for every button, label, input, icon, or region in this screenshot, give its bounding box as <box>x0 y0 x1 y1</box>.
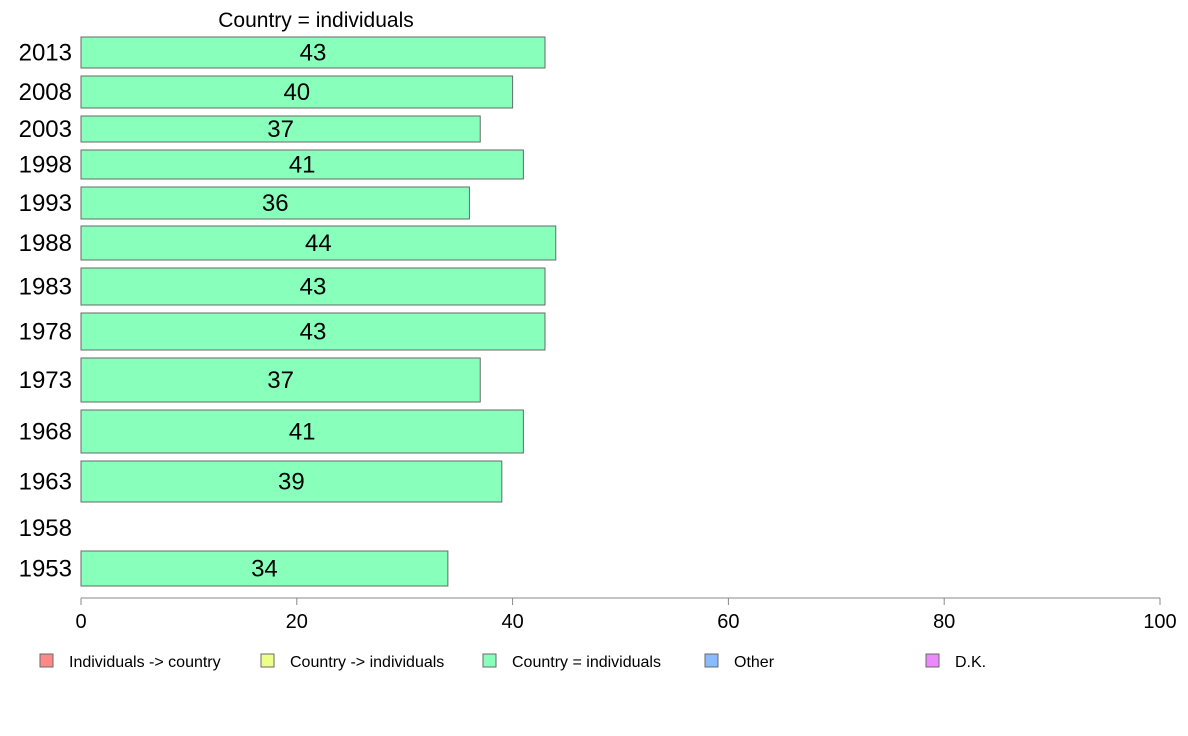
x-tick-label: 80 <box>933 611 955 633</box>
year-label: 2013 <box>19 40 72 67</box>
value-label: 41 <box>289 419 316 446</box>
year-label: 1968 <box>19 419 72 446</box>
x-tick-label: 0 <box>75 611 86 633</box>
value-label: 37 <box>267 116 294 143</box>
legend-swatch <box>482 653 497 668</box>
x-tick-label: 40 <box>501 611 523 633</box>
value-label: 40 <box>283 79 310 106</box>
bars-group: 2013 43 2008 40 2003 37 1998 41 1993 36 1988 44 1983… <box>19 36 557 587</box>
x-tick-label: 100 <box>1143 611 1176 633</box>
value-label: 34 <box>251 556 278 583</box>
year-label: 1958 <box>19 515 72 542</box>
value-label: 43 <box>300 40 327 67</box>
value-label: 41 <box>289 152 316 179</box>
legend-label: Other <box>734 654 775 671</box>
legend-swatch <box>260 653 275 668</box>
bar <box>80 550 449 587</box>
bar <box>80 409 524 454</box>
year-label: 1963 <box>19 469 72 496</box>
chart-title: Country = individuals <box>218 9 414 32</box>
value-label: 37 <box>267 367 294 394</box>
bar <box>80 460 503 503</box>
year-label: 1983 <box>19 274 72 301</box>
legend-swatch <box>704 653 719 668</box>
year-label: 2008 <box>19 79 72 106</box>
bar <box>80 357 481 403</box>
legend-label: D.K. <box>955 654 986 671</box>
legend-swatch <box>39 653 54 668</box>
year-label: 1953 <box>19 556 72 583</box>
value-label: 43 <box>300 319 327 346</box>
value-label: 44 <box>305 230 332 257</box>
year-label: 1988 <box>19 230 72 257</box>
x-tick-label: 60 <box>717 611 739 633</box>
x-axis: 0 20 40 60 80 100 <box>75 597 1177 633</box>
value-label: 36 <box>262 190 289 217</box>
year-label: 1993 <box>19 190 72 217</box>
year-label: 2003 <box>19 116 72 143</box>
legend-label: Country = individuals <box>512 654 661 671</box>
x-tick-label: 20 <box>286 611 308 633</box>
year-label: 1978 <box>19 319 72 346</box>
bar <box>80 225 557 261</box>
legend-label: Country -> individuals <box>290 654 444 671</box>
bar <box>80 115 481 143</box>
bar <box>80 149 524 180</box>
legend-swatch <box>925 653 940 668</box>
legend: Individuals -> country Country -> individ… <box>39 653 986 671</box>
year-label: 1998 <box>19 152 72 179</box>
year-label: 1973 <box>19 367 72 394</box>
bar <box>80 267 546 306</box>
bar <box>80 312 546 351</box>
bar <box>80 36 546 69</box>
value-label: 39 <box>278 469 305 496</box>
bar <box>80 75 514 109</box>
value-label: 43 <box>300 274 327 301</box>
legend-label: Individuals -> country <box>69 654 221 671</box>
bar <box>80 186 470 220</box>
